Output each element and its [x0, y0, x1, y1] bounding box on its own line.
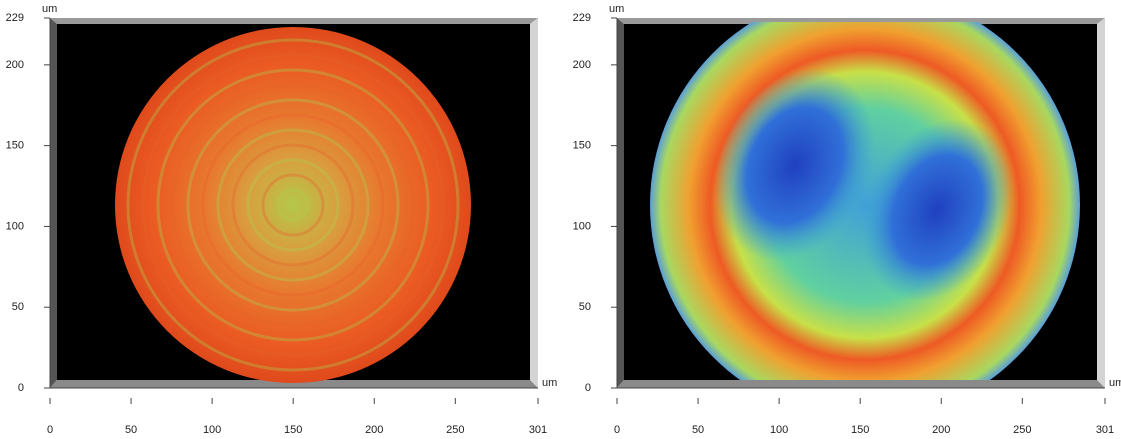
y-tick-label: 50	[12, 301, 24, 313]
y-tick-label: 200	[573, 59, 591, 71]
frame-right	[530, 18, 538, 388]
x-tick-label: 150	[851, 424, 869, 436]
ring	[201, 113, 385, 297]
frame-bottom	[50, 380, 538, 388]
x-tick-label: 200	[932, 424, 950, 436]
x-tick-label: 100	[203, 424, 221, 436]
y-tick-label: 229	[6, 12, 24, 24]
y-tick-label: 150	[6, 140, 24, 152]
frame-left	[617, 18, 624, 388]
y-tick-label: 150	[573, 140, 591, 152]
ring	[261, 173, 325, 237]
x-tick-label: 100	[770, 424, 788, 436]
x-tick-label: 250	[1013, 424, 1031, 436]
x-tick-label: 150	[284, 424, 302, 436]
frame-back	[617, 18, 1105, 24]
y-axis-label: um	[609, 3, 624, 15]
frame-right	[1097, 18, 1105, 388]
ring	[156, 68, 430, 342]
frame-back	[50, 18, 538, 24]
ring	[126, 38, 460, 372]
surface-disc	[115, 27, 471, 383]
frame-left	[50, 18, 57, 388]
x-tick-label: 301	[529, 424, 547, 436]
x-axis-label: um	[1109, 377, 1121, 389]
y-tick-label: 0	[18, 382, 24, 394]
x-tick-label: 0	[614, 424, 620, 436]
ring	[216, 128, 370, 282]
surface-image	[115, 27, 471, 383]
surface-image	[650, 22, 1080, 380]
y-tick-label: 100	[6, 220, 24, 232]
x-tick-label: 50	[692, 424, 704, 436]
blob	[861, 118, 1013, 302]
ring	[231, 143, 355, 267]
ring	[186, 98, 400, 312]
frame-bottom	[617, 380, 1105, 388]
ring	[276, 188, 310, 222]
ring	[171, 83, 415, 327]
x-tick-label: 200	[365, 424, 383, 436]
x-tick-label: 0	[47, 424, 53, 436]
x-tick-label: 301	[1096, 424, 1114, 436]
ring	[141, 53, 445, 357]
x-axis-label: um	[542, 377, 557, 389]
ring	[246, 158, 340, 252]
y-tick-label: 200	[6, 59, 24, 71]
x-tick-label: 50	[125, 424, 137, 436]
y-tick-label: 100	[573, 220, 591, 232]
y-tick-label: 229	[573, 12, 591, 24]
x-tick-label: 250	[446, 424, 464, 436]
blob	[714, 68, 876, 262]
y-tick-label: 0	[585, 382, 591, 394]
y-tick-label: 50	[579, 301, 591, 313]
y-axis-label: um	[42, 3, 57, 15]
